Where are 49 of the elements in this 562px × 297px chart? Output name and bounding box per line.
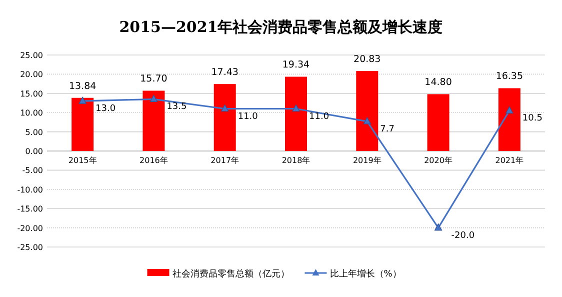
y-tick-label: -15.00 (17, 204, 43, 214)
x-tick-label: 2018年 (282, 156, 310, 165)
x-tick-label: 2015年 (68, 156, 97, 165)
bar (498, 88, 520, 151)
data-label: 11.0 (309, 112, 330, 122)
x-tick-label: 2016年 (140, 156, 168, 165)
y-tick-label: 10.00 (20, 108, 43, 118)
legend-label: 比上年增长（%） (330, 268, 402, 280)
point (78, 96, 86, 104)
y-tick-label: -20.00 (17, 224, 43, 233)
chart-title: 2015—2021年社会消费品零售总额及增长速度 (119, 18, 443, 36)
y-tick-label: -25.00 (17, 243, 43, 252)
bar (356, 71, 378, 151)
data-label: 13.5 (166, 102, 187, 112)
y-tick-label: 5.00 (25, 128, 43, 137)
point (150, 94, 158, 102)
data-label: 15.70 (140, 74, 168, 85)
data-label: 13.0 (96, 104, 116, 114)
y-tick-label: -5.00 (22, 166, 43, 176)
x-tick-label: 2019年 (352, 156, 382, 165)
bar (427, 94, 450, 151)
point (292, 104, 300, 112)
data-label: 20.83 (354, 54, 381, 66)
bar (72, 98, 94, 151)
point (221, 104, 229, 112)
point (506, 106, 514, 114)
data-label: 7.7 (380, 124, 394, 134)
data-label: 17.43 (211, 67, 238, 78)
point (434, 224, 442, 231)
bar (142, 90, 165, 151)
x-tick-label: 2021年 (495, 156, 524, 165)
data-label: 19.34 (282, 60, 310, 71)
data-label: -20.0 (451, 230, 475, 241)
y-tick-label: -10.00 (17, 185, 43, 194)
y-tick-label: 20.00 (20, 70, 43, 80)
x-tick-label: 2020年 (424, 156, 452, 165)
x-tick-label: 2017年 (210, 156, 240, 165)
bar (214, 84, 236, 151)
point (363, 117, 371, 124)
legend-label: 社会消费品零售总额（亿元） (172, 268, 290, 280)
data-label: 16.35 (496, 71, 524, 82)
y-tick-label: 25.00 (20, 51, 43, 60)
data-label: 10.5 (522, 114, 542, 124)
bar (285, 76, 307, 151)
y-tick-label: 15.00 (20, 89, 43, 98)
data-label: 14.80 (424, 77, 452, 88)
data-label: 13.84 (68, 80, 96, 92)
data-label: 11.0 (238, 112, 258, 122)
y-tick-label: 0.00 (25, 147, 43, 156)
